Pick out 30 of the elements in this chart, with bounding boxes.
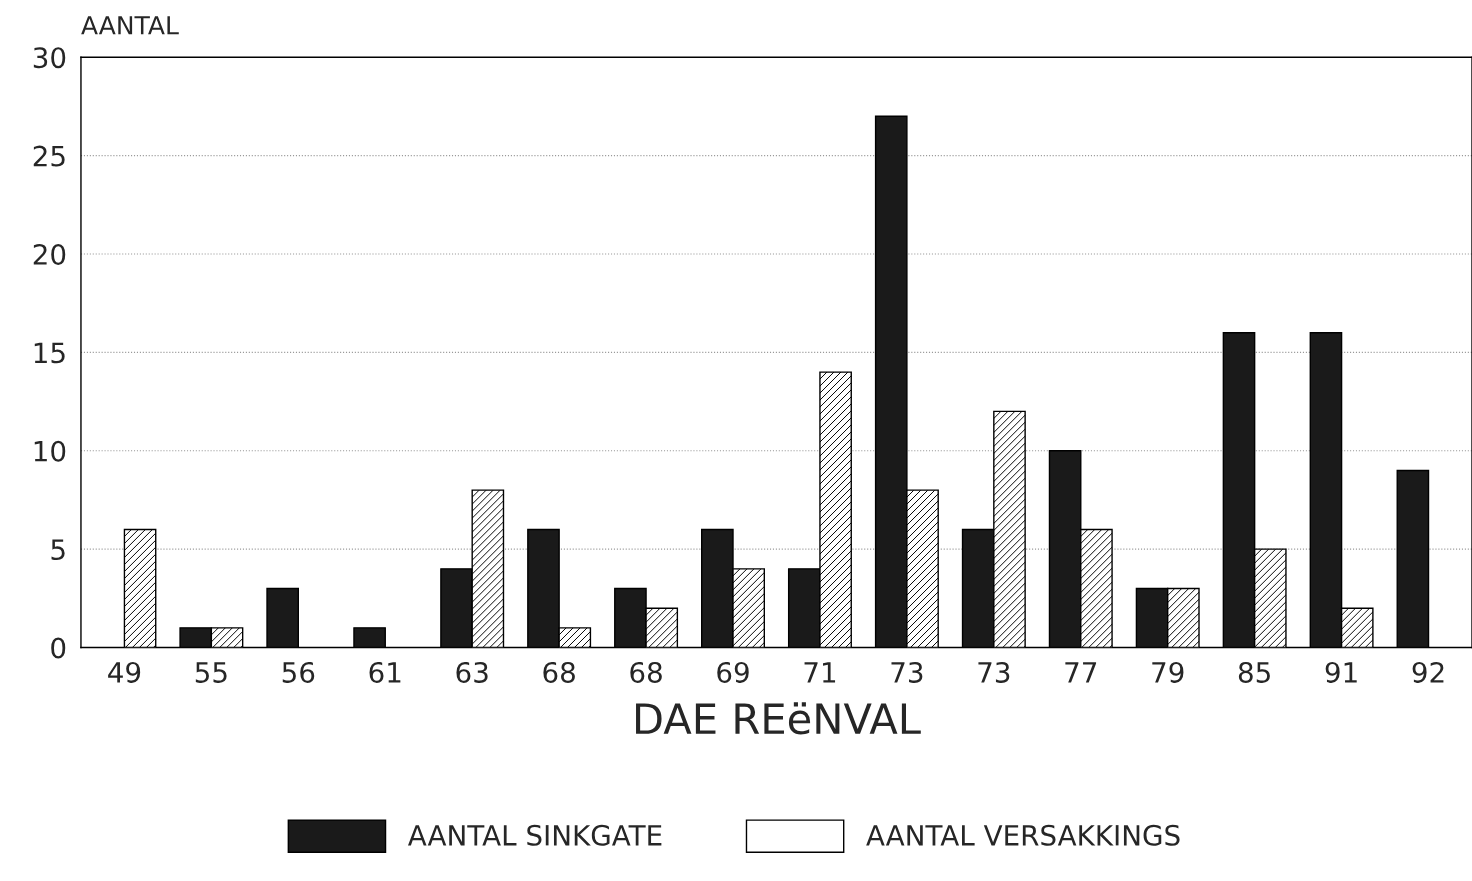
y-tick-label: 10 xyxy=(34,440,66,462)
x-tick-label: 49 xyxy=(108,661,141,683)
bar xyxy=(266,587,300,648)
bar xyxy=(1396,469,1430,648)
x-tick-label: 61 xyxy=(369,661,401,683)
bar xyxy=(353,627,386,648)
x-tick-label: 71 xyxy=(804,662,836,683)
x-tick-label: 73 xyxy=(891,661,923,683)
y-tick-label: 20 xyxy=(33,243,66,265)
y-tick-label: 0 xyxy=(51,637,66,659)
y-tick-label: 25 xyxy=(33,145,65,167)
x-tick-label: 68 xyxy=(630,661,662,683)
x-tick-label: 73 xyxy=(978,661,1010,683)
x-tick-label: 91 xyxy=(1325,661,1357,683)
x-tick-label: 55 xyxy=(195,662,227,683)
y-axis-title: AANTAL xyxy=(81,16,179,35)
y-tick-label: 15 xyxy=(34,342,65,364)
x-axis-title: DAE REëNVAL xyxy=(636,702,921,735)
x-tick-label: 85 xyxy=(1238,661,1270,683)
x-tick-label: 56 xyxy=(282,661,315,683)
x-tick-label: 92 xyxy=(1412,661,1444,683)
legend-label: AANTAL VERSAKKINGS xyxy=(866,824,1180,846)
x-tick-label: 63 xyxy=(456,661,488,683)
x-tick-label: 79 xyxy=(1152,661,1184,683)
y-tick-label: 5 xyxy=(51,539,65,561)
legend-label: AANTAL SINKGATE xyxy=(407,824,662,846)
y-tick-label: 30 xyxy=(33,47,66,69)
x-tick-label: 68 xyxy=(543,661,575,683)
x-tick-label: 77 xyxy=(1065,662,1097,683)
x-tick-label: 69 xyxy=(717,661,749,683)
